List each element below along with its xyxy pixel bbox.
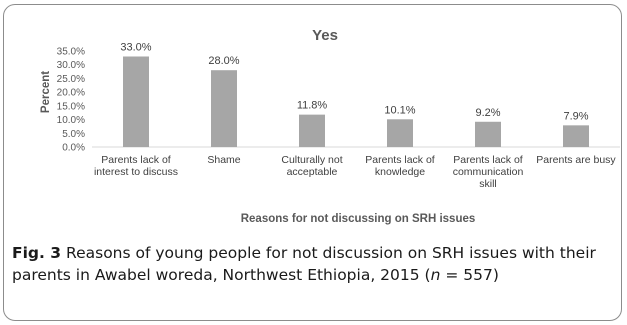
y-tick-label: 35.0% <box>57 47 85 58</box>
y-tick-label: 15.0% <box>57 101 85 112</box>
x-axis-title: Reasons for not discussing on SRH issues <box>241 213 476 225</box>
y-tick-label: 10.0% <box>57 115 85 126</box>
y-axis-title: Percent <box>40 71 52 113</box>
data-label: 10.1% <box>384 104 415 116</box>
caption-text: Reasons of young people for not discussi… <box>12 244 596 284</box>
category-label: Shame <box>207 154 240 166</box>
figure-caption: Fig. 3 Reasons of young people for not d… <box>12 242 608 286</box>
bar <box>299 114 325 147</box>
data-label: 33.0% <box>120 41 151 53</box>
category-label: Parents lack of <box>101 154 171 166</box>
chart-title: Yes <box>312 27 338 44</box>
data-labels: 33.0% 28.0% 11.8% 10.1% 9.2% 7.9% <box>120 41 588 122</box>
y-tick-label: 0.0% <box>62 143 85 154</box>
y-tick-label: 30.0% <box>57 60 85 71</box>
caption-text-end: = 557) <box>440 266 499 284</box>
data-label: 11.8% <box>297 100 328 112</box>
category-label: acceptable <box>287 166 338 178</box>
category-label: Parents lack of <box>453 154 523 166</box>
data-label: 9.2% <box>475 107 500 119</box>
category-label: communication <box>453 166 524 178</box>
bar <box>563 125 589 147</box>
category-label: skill <box>479 178 497 190</box>
category-label: interest to discuss <box>94 166 178 178</box>
caption-fig-label: Fig. 3 <box>12 244 62 262</box>
category-label: knowledge <box>375 166 425 178</box>
y-tick-label: 5.0% <box>62 129 85 140</box>
y-axis-ticks: 0.0% 5.0% 10.0% 15.0% 20.0% 25.0% 30.0% 35.0% <box>57 47 85 154</box>
bar <box>475 121 501 147</box>
y-tick-label: 25.0% <box>57 74 85 85</box>
caption-n-symbol: n <box>430 266 441 284</box>
bar <box>211 70 237 147</box>
bar-chart: Yes Percent 0.0% 5.0% 10.0% 15.0% 20.0% 25.0%… <box>40 27 620 225</box>
data-label: 7.9% <box>563 110 588 122</box>
bar <box>387 119 413 147</box>
category-label: Culturally not <box>281 154 342 166</box>
bar <box>123 56 149 147</box>
category-label: Parents lack of <box>365 154 435 166</box>
category-label: Parents are busy <box>536 154 616 166</box>
bars <box>123 56 589 147</box>
data-label: 28.0% <box>208 55 239 67</box>
figure-frame <box>3 4 622 321</box>
y-tick-label: 20.0% <box>57 88 85 99</box>
